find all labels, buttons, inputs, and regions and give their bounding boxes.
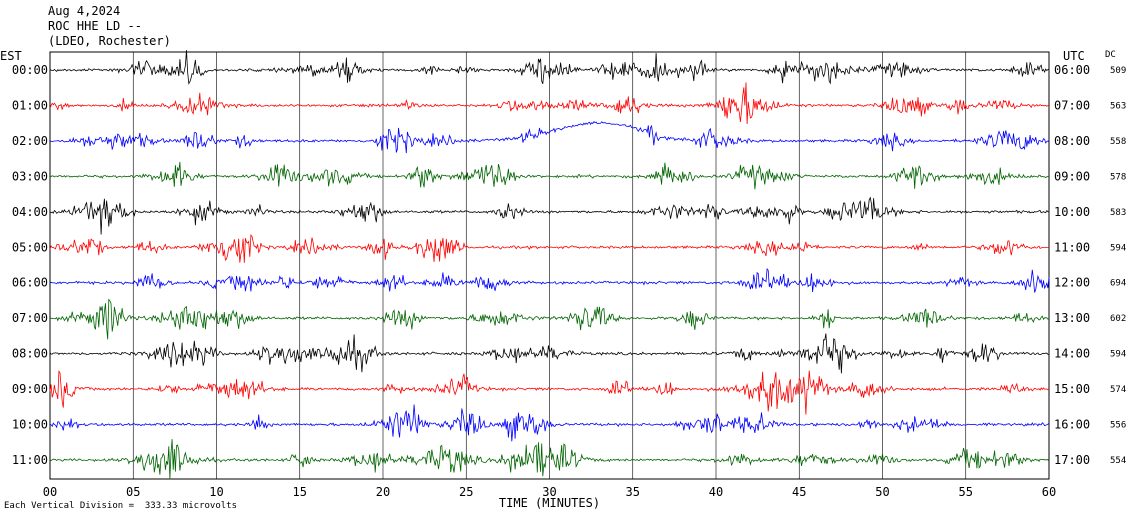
trace-0100: [49, 82, 1050, 125]
dc-value-label: 578: [1110, 172, 1126, 182]
utc-row-label: 17:00: [1054, 453, 1090, 467]
utc-row-label: 08:00: [1054, 134, 1090, 148]
x-tick-label: 20: [376, 485, 390, 499]
trace-0000: [49, 50, 1050, 85]
x-tick-label: 05: [126, 485, 140, 499]
utc-row-label: 11:00: [1054, 240, 1090, 254]
dc-value-label: 556: [1110, 421, 1126, 431]
utc-row-label: 10:00: [1054, 205, 1090, 219]
trace-0800: [49, 333, 1049, 374]
trace-0500: [49, 234, 1050, 263]
x-tick-label: 35: [626, 485, 640, 499]
x-tick-label: 25: [459, 485, 473, 499]
x-tick-label: 00: [43, 485, 57, 499]
dc-value-label: 594: [1110, 350, 1126, 360]
x-tick-label: 45: [792, 485, 806, 499]
est-row-label: 02:00: [12, 134, 48, 148]
utc-row-label: 06:00: [1054, 63, 1090, 77]
utc-row-label: 09:00: [1054, 169, 1090, 183]
est-row-label: 08:00: [12, 347, 48, 361]
utc-row-label: 14:00: [1054, 347, 1090, 361]
scale-note: Each Vertical Division = 333.33 microvol…: [4, 501, 237, 511]
utc-axis-title: UTC: [1063, 49, 1085, 63]
date-label: Aug 4,2024: [48, 4, 121, 18]
trace-0600: [49, 268, 1050, 293]
utc-row-label: 07:00: [1054, 98, 1090, 112]
trace-0700: [49, 298, 1050, 340]
dc-value-label: 509: [1110, 66, 1126, 76]
est-row-label: 11:00: [12, 453, 48, 467]
dc-value-label: 694: [1110, 279, 1126, 289]
trace-0200: [49, 120, 1050, 154]
dc-value-label: 594: [1110, 243, 1126, 253]
dc-axis-title: DC: [1105, 50, 1116, 60]
est-row-label: 03:00: [12, 169, 48, 183]
x-tick-label: 50: [875, 485, 889, 499]
est-row-label: 04:00: [12, 205, 48, 219]
est-row-label: 05:00: [12, 240, 48, 254]
dc-value-label: 602: [1110, 314, 1126, 324]
est-row-label: 00:00: [12, 63, 48, 77]
utc-row-label: 16:00: [1054, 418, 1090, 432]
dc-value-label: 558: [1110, 137, 1126, 147]
x-tick-label: 30: [542, 485, 556, 499]
utc-row-label: 15:00: [1054, 382, 1090, 396]
x-axis-label: TIME (MINUTES): [499, 496, 600, 510]
station-label: ROC HHE LD --: [48, 19, 142, 33]
trace-0900: [49, 370, 1050, 415]
x-tick-label: 15: [293, 485, 307, 499]
dc-value-label: 563: [1110, 101, 1126, 111]
est-row-label: 09:00: [12, 382, 48, 396]
dc-value-label: 554: [1110, 456, 1126, 466]
x-tick-label: 55: [959, 485, 973, 499]
chart-header: Aug 4,2024 ROC HHE LD -- (LDEO, Rocheste…: [48, 4, 171, 49]
dc-value-label: 583: [1110, 208, 1126, 218]
est-row-label: 06:00: [12, 276, 48, 290]
trace-1000: [49, 404, 1050, 442]
utc-row-label: 13:00: [1054, 311, 1090, 325]
est-axis-title: EST: [0, 49, 22, 63]
trace-0400: [49, 196, 1050, 235]
dc-value-label: 574: [1110, 385, 1126, 395]
x-tick-label: 60: [1042, 485, 1056, 499]
utc-row-label: 12:00: [1054, 276, 1090, 290]
trace-0300: [49, 161, 1050, 190]
location-label: (LDEO, Rochester): [48, 34, 171, 48]
est-row-label: 10:00: [12, 418, 48, 432]
trace-1100: [49, 439, 1050, 480]
est-row-label: 07:00: [12, 311, 48, 325]
x-tick-label: 10: [209, 485, 223, 499]
x-tick-label: 40: [709, 485, 723, 499]
est-row-label: 01:00: [12, 98, 48, 112]
